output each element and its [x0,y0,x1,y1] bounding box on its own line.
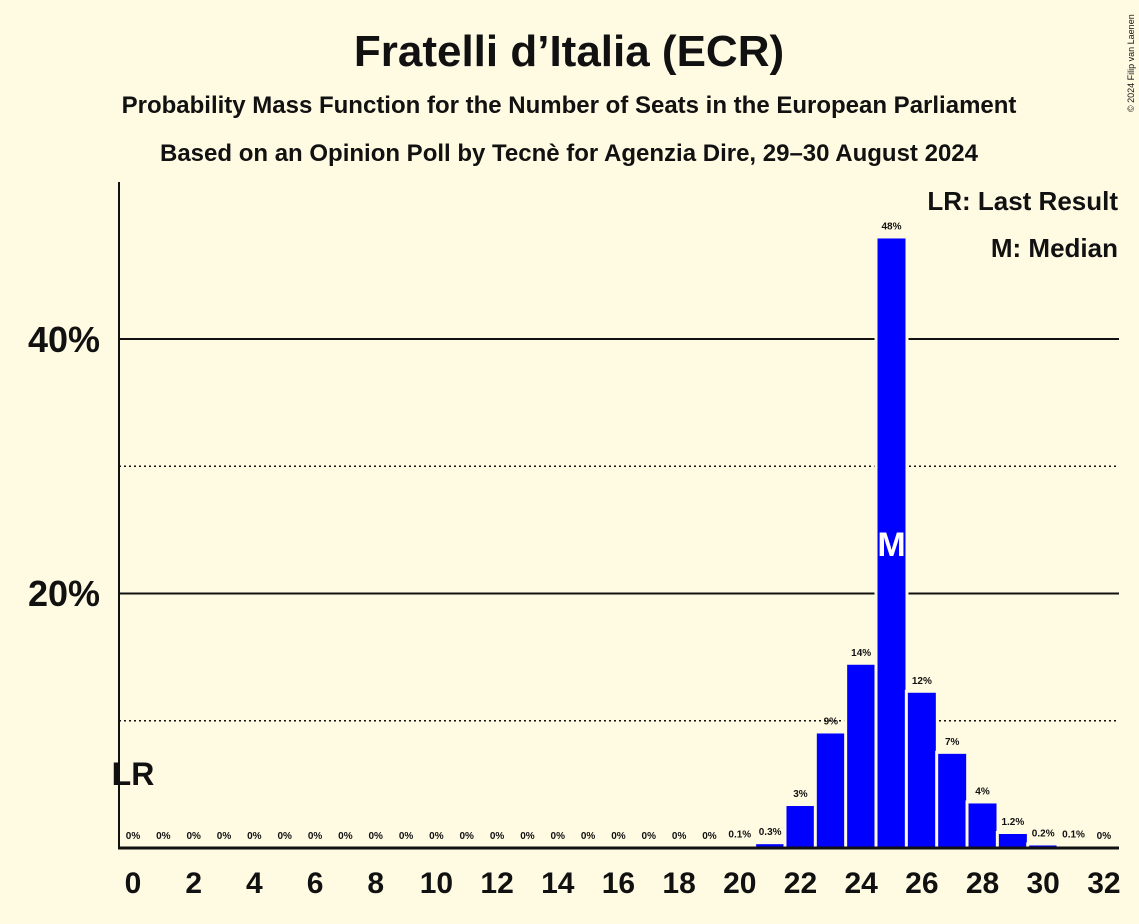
y-tick-40: 40% [28,319,100,360]
x-tick-16: 16 [602,867,635,900]
bar-label-9: 0% [399,831,414,842]
bar-label-23: 9% [824,716,839,727]
bar-label-12: 0% [490,831,505,842]
y-tick-20: 20% [28,573,100,614]
bar-label-10: 0% [429,831,444,842]
x-tick-8: 8 [367,867,384,900]
chart-title: Fratelli d’Italia (ECR) [354,27,784,76]
bar-27 [938,753,967,848]
x-tick-14: 14 [541,867,575,900]
median-marker: M [877,526,905,564]
bar-label-28: 4% [975,786,990,797]
bar-23 [816,733,845,848]
legend-median: M: Median [991,233,1118,263]
x-tick-18: 18 [662,867,695,900]
bar-halo [722,843,757,848]
x-tick-32: 32 [1087,867,1120,900]
bar-label-6: 0% [308,831,323,842]
bar-label-20: 0.1% [728,830,751,841]
bar-label-15: 0% [581,831,596,842]
bar-label-22: 3% [793,789,808,800]
bar-label-11: 0% [460,831,475,842]
bar-halo [1026,842,1061,848]
bar-label-0: 0% [126,831,141,842]
bar-label-14: 0% [551,831,566,842]
bar-22 [786,806,815,848]
last-result-marker: LR [112,756,155,792]
bar-28 [968,803,997,848]
bar-label-26: 12% [912,676,932,687]
x-tick-6: 6 [307,867,324,900]
bar-26 [907,692,936,848]
x-tick-30: 30 [1027,867,1060,900]
bar-label-1: 0% [156,831,171,842]
x-tick-4: 4 [246,867,263,900]
bar-halo [1056,843,1091,848]
x-tick-12: 12 [480,867,513,900]
bar-label-21: 0.3% [759,827,782,838]
bar-label-32: 0% [1097,831,1112,842]
copyright: © 2024 Filip van Laenen [1126,14,1136,112]
bar-label-5: 0% [277,831,292,842]
x-tick-10: 10 [420,867,453,900]
legend-last-result: LR: Last Result [927,186,1118,216]
bar-25 [877,238,906,848]
bar-label-29: 1.2% [1001,817,1024,828]
bar-label-8: 0% [368,831,383,842]
x-tick-24: 24 [844,867,878,900]
bar-21 [756,844,785,848]
bar-29 [998,834,1027,848]
bar-label-4: 0% [247,831,262,842]
x-tick-28: 28 [966,867,999,900]
bar-24 [847,664,876,848]
bar-label-30: 0.2% [1032,828,1055,839]
bar-label-16: 0% [611,831,626,842]
bar-label-25: 48% [881,221,901,232]
bar-label-18: 0% [672,831,687,842]
x-tick-20: 20 [723,867,756,900]
bar-label-24: 14% [851,648,871,659]
bar-label-17: 0% [642,831,657,842]
chart-subtitle-2: Based on an Opinion Poll by Tecnè for Ag… [160,140,979,167]
chart-subtitle: Probability Mass Function for the Number… [122,92,1017,119]
bar-label-3: 0% [217,831,232,842]
bar-label-13: 0% [520,831,535,842]
bar-label-2: 0% [186,831,201,842]
bar-label-27: 7% [945,737,960,748]
bar-label-31: 0.1% [1062,830,1085,841]
bar-label-7: 0% [338,831,353,842]
x-tick-26: 26 [905,867,938,900]
bar-label-19: 0% [702,831,717,842]
x-tick-2: 2 [185,867,202,900]
x-tick-0: 0 [125,867,142,900]
x-tick-22: 22 [784,867,817,900]
